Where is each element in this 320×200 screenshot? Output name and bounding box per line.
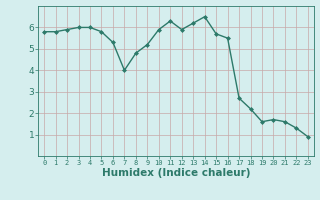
X-axis label: Humidex (Indice chaleur): Humidex (Indice chaleur) [102, 168, 250, 178]
